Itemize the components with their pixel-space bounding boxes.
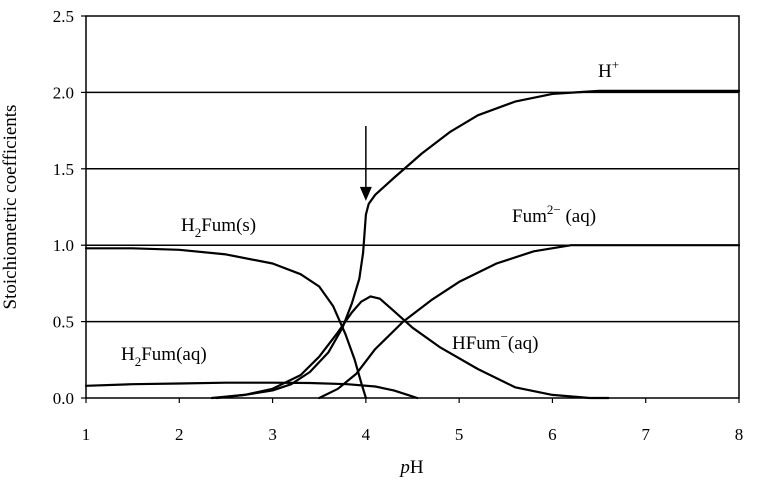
- y-tick-label: 2.5: [53, 7, 74, 26]
- x-tick-label: 5: [455, 425, 464, 444]
- x-tick-label: 6: [548, 425, 557, 444]
- label-hfum: HFum−(aq): [452, 329, 539, 354]
- arrow-annotation: [359, 126, 372, 201]
- plot-frame: [85, 15, 740, 399]
- x-tick-label: 4: [362, 425, 371, 444]
- series-line-1: [215, 89, 741, 400]
- label-fum: Fum2− (aq): [512, 202, 596, 227]
- label-h2fum-aq: H2Fum(aq): [121, 344, 207, 369]
- arrow-head: [359, 186, 372, 201]
- y-tick-label: 1.0: [53, 236, 74, 255]
- label-h-plus: H+: [598, 57, 619, 82]
- y-tick-label: 0.0: [53, 389, 74, 408]
- series-lines: [84, 89, 741, 400]
- y-axis-label: Stoichiometric coefficients: [0, 105, 21, 310]
- x-tick-label: 7: [641, 425, 650, 444]
- grid-lines: [86, 91, 739, 323]
- x-tick-label: 8: [735, 425, 744, 444]
- series-line-4: [210, 295, 610, 400]
- series-line-5: [84, 381, 419, 400]
- series-line-3: [318, 244, 741, 400]
- x-tick-labels: 1 2 3 4 5 6 7 8: [82, 398, 744, 444]
- y-tick-label: 0.5: [53, 313, 74, 332]
- y-tick-label: 1.5: [53, 160, 74, 179]
- label-h2fum-s: H2Fum(s): [181, 215, 256, 240]
- series-line-2: [84, 247, 367, 400]
- y-tick-labels: 0.0 0.5 1.0 1.5 2.0 2.5: [53, 7, 86, 408]
- y-tick-label: 2.0: [53, 83, 74, 102]
- x-tick-label: 3: [268, 425, 277, 444]
- x-tick-label: 1: [82, 425, 91, 444]
- x-axis-label: pH: [398, 457, 424, 478]
- x-tick-label: 2: [175, 425, 184, 444]
